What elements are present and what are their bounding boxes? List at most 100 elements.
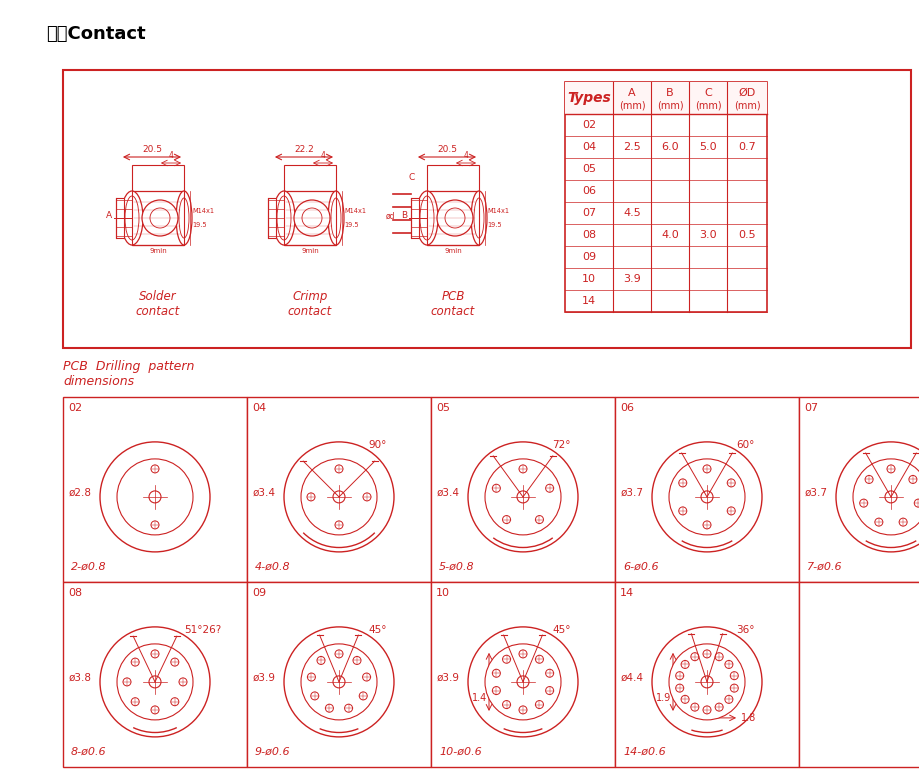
Circle shape [681,660,689,669]
Bar [411,198,419,238]
Circle shape [715,703,723,711]
Text: 60°: 60° [736,440,754,450]
Circle shape [703,650,711,658]
Circle shape [493,485,500,492]
Text: 08: 08 [582,230,596,240]
Ellipse shape [420,196,434,240]
Text: ø3.9: ø3.9 [253,673,276,683]
Circle shape [117,644,193,720]
Circle shape [333,676,345,688]
Text: 4.0: 4.0 [661,230,679,240]
Text: 8-ø0.6: 8-ø0.6 [71,747,107,757]
Text: (mm): (mm) [618,100,645,110]
Circle shape [131,658,139,666]
Circle shape [151,650,159,658]
Text: 3.0: 3.0 [699,230,717,240]
Circle shape [363,493,371,501]
Ellipse shape [471,191,487,245]
Circle shape [701,491,713,503]
Text: 02: 02 [68,403,82,413]
Circle shape [131,697,139,706]
Bar [63,397,247,582]
Circle shape [335,521,343,529]
Text: PCB  Drilling  pattern
dimensions: PCB Drilling pattern dimensions [63,360,195,388]
Circle shape [727,507,735,515]
Bar [132,165,184,245]
Text: ø4.4: ø4.4 [621,673,644,683]
Circle shape [151,706,159,714]
Circle shape [445,208,465,228]
Text: 10-ø0.6: 10-ø0.6 [439,747,482,757]
Circle shape [675,672,684,680]
Circle shape [359,692,368,700]
Circle shape [301,459,377,535]
Circle shape [179,678,187,686]
Bar [247,582,431,767]
Ellipse shape [121,191,143,245]
Bar [270,191,352,245]
Circle shape [536,700,543,708]
Circle shape [308,673,315,681]
Text: 20.5: 20.5 [437,145,457,154]
Circle shape [117,459,193,535]
Circle shape [859,499,868,507]
Text: 09: 09 [582,252,596,262]
Text: (mm): (mm) [695,100,721,110]
Circle shape [100,627,210,737]
Text: 0.5: 0.5 [738,230,755,240]
Circle shape [914,499,919,507]
Text: 20.5: 20.5 [142,145,162,154]
Circle shape [887,465,895,473]
Circle shape [503,515,511,523]
Ellipse shape [474,198,484,238]
Bar [284,191,336,245]
Circle shape [681,695,689,704]
Circle shape [517,491,529,503]
Text: 07: 07 [804,403,818,413]
Circle shape [317,656,325,664]
Text: Crimp
contact: Crimp contact [288,290,332,318]
Text: 3.9: 3.9 [623,274,641,284]
Text: 4-ø0.8: 4-ø0.8 [255,562,290,572]
Circle shape [731,672,738,680]
Text: A: A [106,211,112,221]
Circle shape [536,656,543,663]
Circle shape [284,442,394,552]
Text: 6.0: 6.0 [661,142,679,152]
Circle shape [703,521,711,529]
Ellipse shape [328,191,344,245]
Text: 06: 06 [620,403,634,413]
Text: 1.8: 1.8 [741,713,756,723]
Ellipse shape [125,196,139,240]
Ellipse shape [416,191,438,245]
Circle shape [652,442,762,552]
Text: 5.0: 5.0 [699,142,717,152]
Text: 45°: 45° [552,625,571,635]
Text: 9-ø0.6: 9-ø0.6 [255,747,290,757]
Bar [63,70,911,348]
Bar [268,198,276,238]
Text: 19.5: 19.5 [192,222,207,228]
Text: 36°: 36° [736,625,754,635]
Text: 45°: 45° [369,625,387,635]
Text: ø3.7: ø3.7 [621,488,644,498]
Text: ø3.7: ø3.7 [805,488,828,498]
Text: ød: ød [385,211,395,221]
Circle shape [546,670,553,677]
Circle shape [345,704,353,712]
Text: 14: 14 [620,588,634,598]
Circle shape [485,459,561,535]
Circle shape [703,465,711,473]
Text: ØD: ØD [738,88,755,98]
Circle shape [150,208,170,228]
Circle shape [302,208,322,228]
Circle shape [335,465,343,473]
Circle shape [100,442,210,552]
Text: 1.4: 1.4 [471,693,487,703]
Text: 04: 04 [582,142,596,152]
Circle shape [363,673,370,681]
Text: (mm): (mm) [657,100,684,110]
Text: 22.2: 22.2 [294,145,314,154]
Text: 02: 02 [582,120,596,130]
Text: Types: Types [567,91,611,105]
